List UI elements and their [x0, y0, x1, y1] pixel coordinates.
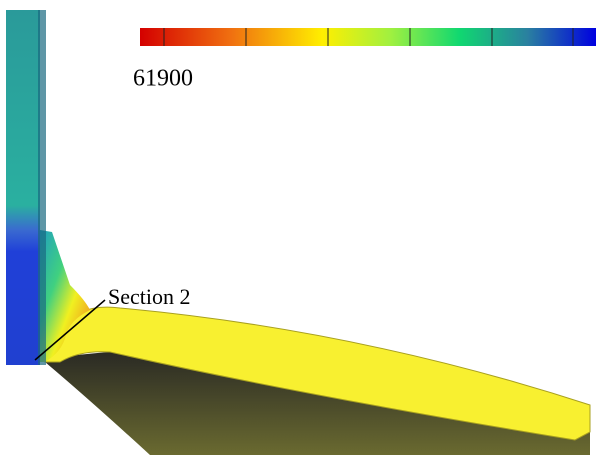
tube-edge — [38, 10, 46, 365]
tube-wall — [6, 10, 40, 365]
colorbar — [140, 28, 596, 46]
colorbar-label: 61900 — [133, 66, 193, 92]
section-label: Section 2 — [108, 284, 191, 309]
contour-plot: 61900 Section 2 — [0, 0, 596, 461]
page: 61900 Section 2 (() => { const data = JS… — [0, 0, 596, 461]
